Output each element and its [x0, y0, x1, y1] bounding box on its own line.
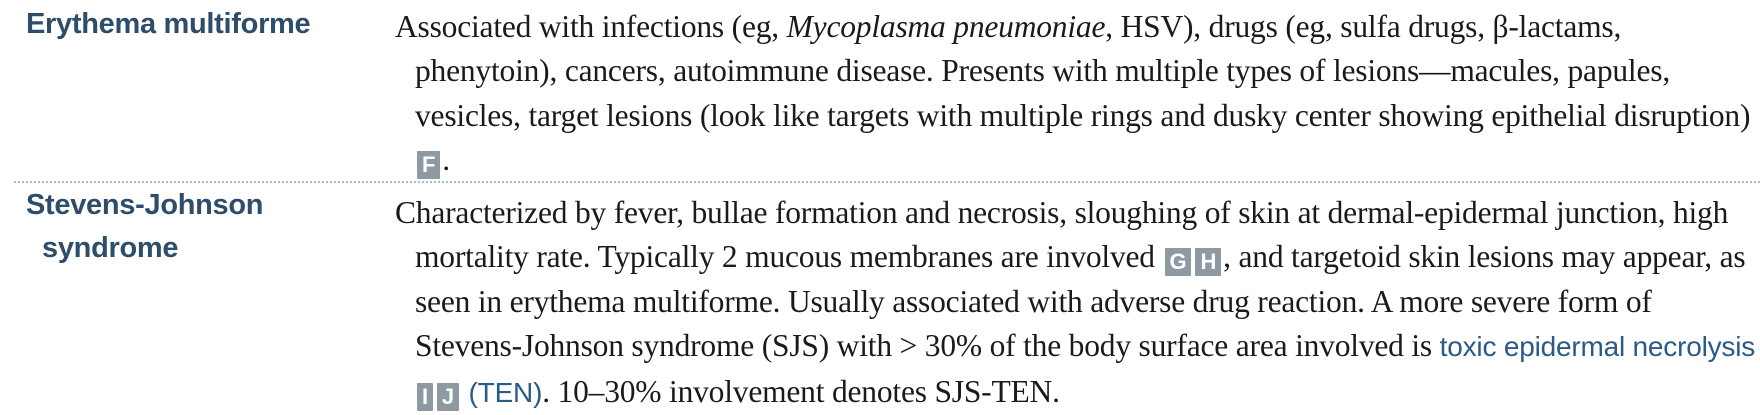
- cross-reference-link[interactable]: toxic epidermal necrolysis: [1440, 331, 1755, 362]
- figure-reference-badge[interactable]: G: [1165, 248, 1192, 276]
- description-text: Associated with infections (eg,: [395, 9, 787, 44]
- term-description: Associated with infections (eg, Mycoplas…: [395, 5, 1760, 183]
- term-heading: Erythema multiforme: [26, 3, 310, 46]
- description-text: . 10–30% involvement denotes SJS-TEN.: [542, 374, 1060, 409]
- entry-stevens-johnson-syndrome: Stevens-Johnson syndrome Characterized b…: [0, 182, 1760, 410]
- term-heading-line-1: Stevens-Johnson: [26, 189, 263, 221]
- figure-reference-badge[interactable]: F: [417, 151, 440, 179]
- figure-reference-badge[interactable]: I: [417, 383, 433, 411]
- description-text: .: [442, 142, 450, 177]
- figure-reference-badge[interactable]: H: [1195, 248, 1221, 276]
- term-description: Characterized by fever, bullae formation…: [395, 191, 1760, 415]
- entry-erythema-multiforme: Erythema multiforme Associated with infe…: [0, 0, 1760, 180]
- term-heading-line-2: syndrome: [26, 227, 263, 270]
- figure-reference-badge[interactable]: J: [437, 383, 459, 411]
- cross-reference-link[interactable]: (TEN): [461, 377, 542, 408]
- italic-text: Mycoplasma pneumoniae: [787, 9, 1106, 44]
- term-heading: Stevens-Johnson syndrome: [26, 184, 263, 270]
